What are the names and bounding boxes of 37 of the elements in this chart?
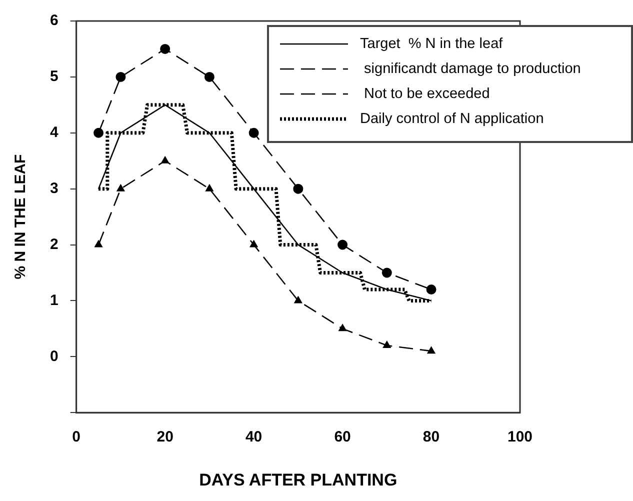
point bbox=[116, 184, 126, 192]
x-tick-label: 40 bbox=[245, 428, 262, 446]
legend-label: significandt damage to production bbox=[360, 61, 581, 77]
point bbox=[293, 184, 304, 194]
y-tick-label: 4 bbox=[50, 124, 59, 142]
y-tick-label: 6 bbox=[50, 12, 58, 30]
point bbox=[382, 268, 392, 278]
y-tick-label: 5 bbox=[50, 68, 58, 86]
point bbox=[204, 72, 214, 82]
y-tick-label: 0 bbox=[50, 348, 58, 365]
x-tick-label: 0 bbox=[72, 428, 81, 446]
x-axis-title: DAYS AFTER PLANTING bbox=[199, 470, 398, 490]
y-tick-label: 2 bbox=[50, 236, 58, 253]
x-tick-label: 20 bbox=[156, 428, 174, 446]
point bbox=[94, 128, 104, 138]
point bbox=[160, 44, 170, 54]
x-tick-label: 60 bbox=[334, 428, 351, 446]
x-tick-label: 80 bbox=[422, 428, 440, 446]
legend-label: Target % N in the leaf bbox=[360, 36, 504, 52]
y-tick-label: 3 bbox=[50, 180, 58, 197]
x-tick-label: 100 bbox=[507, 428, 533, 446]
point bbox=[338, 240, 348, 250]
point bbox=[116, 72, 126, 82]
point bbox=[249, 240, 258, 248]
point bbox=[426, 346, 436, 354]
point bbox=[382, 340, 392, 348]
y-tick-label: 1 bbox=[50, 292, 58, 309]
point bbox=[205, 184, 214, 192]
point bbox=[248, 128, 259, 138]
y-axis-title: % N IN THE LEAF bbox=[12, 154, 30, 280]
legend-label: Daily control of N application bbox=[360, 111, 544, 127]
point bbox=[94, 240, 103, 248]
point bbox=[294, 296, 302, 304]
point bbox=[338, 324, 347, 332]
legend-label: Not to be exceeded bbox=[360, 86, 490, 102]
point bbox=[160, 156, 170, 164]
point bbox=[426, 284, 436, 295]
